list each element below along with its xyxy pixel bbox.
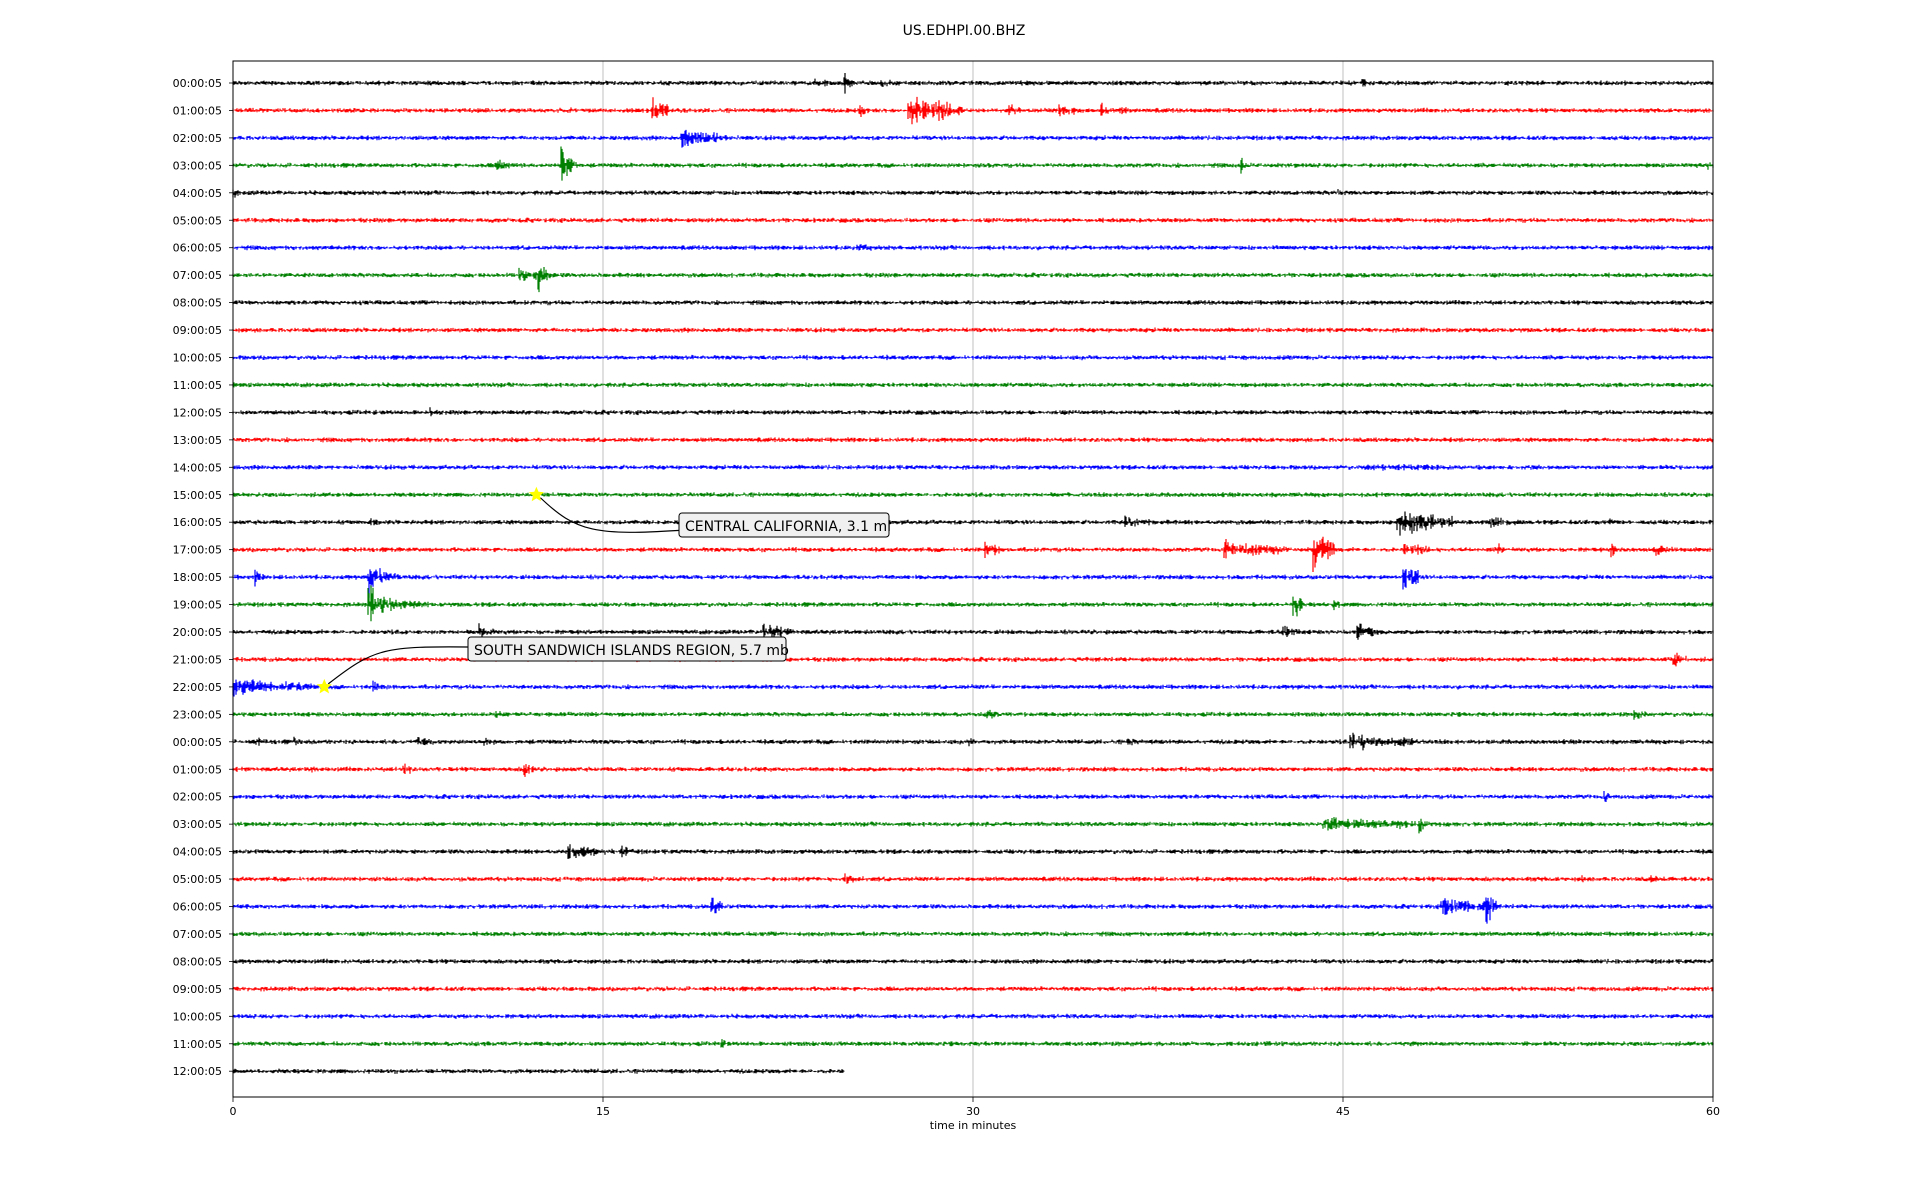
row-time-label: 03:00:05 xyxy=(173,818,222,831)
row-time-label: 05:00:05 xyxy=(173,214,222,227)
row-time-label: 17:00:05 xyxy=(173,544,222,557)
event-star-marker xyxy=(316,678,332,694)
row-time-label: 14:00:05 xyxy=(173,461,222,474)
row-time-label: 06:00:05 xyxy=(173,901,222,914)
x-tick-label: 45 xyxy=(1336,1105,1350,1118)
row-time-label: 08:00:05 xyxy=(173,297,222,310)
row-time-label: 06:00:05 xyxy=(173,242,222,255)
row-time-label: 21:00:05 xyxy=(173,653,222,666)
row-time-label: 11:00:05 xyxy=(173,1038,222,1051)
grid-lines xyxy=(602,61,1344,1097)
row-time-label: 12:00:05 xyxy=(173,1065,222,1078)
row-time-label: 22:00:05 xyxy=(173,681,222,694)
row-time-label: 07:00:05 xyxy=(173,928,222,941)
x-tick-label: 15 xyxy=(596,1105,610,1118)
row-time-label: 16:00:05 xyxy=(173,516,222,529)
row-time-label: 09:00:05 xyxy=(173,324,222,337)
row-time-label: 10:00:05 xyxy=(173,1010,222,1023)
row-time-label: 03:00:05 xyxy=(173,159,222,172)
event-label: SOUTH SANDWICH ISLANDS REGION, 5.7 mb xyxy=(474,643,789,659)
x-tick-label: 30 xyxy=(966,1105,980,1118)
row-time-label: 10:00:05 xyxy=(173,352,222,365)
row-time-label: 11:00:05 xyxy=(173,379,222,392)
event-star-marker xyxy=(528,486,544,502)
row-time-label: 19:00:05 xyxy=(173,599,222,612)
row-time-label: 12:00:05 xyxy=(173,406,222,419)
row-time-label: 13:00:05 xyxy=(173,434,222,447)
event-connector xyxy=(327,646,475,685)
event-connector xyxy=(539,497,686,533)
row-time-label: 23:00:05 xyxy=(173,708,222,721)
row-time-label: 20:00:05 xyxy=(173,626,222,639)
row-time-label: 18:00:05 xyxy=(173,571,222,584)
row-time-label: 05:00:05 xyxy=(173,873,222,886)
x-tick-label: 60 xyxy=(1706,1105,1720,1118)
row-time-label: 09:00:05 xyxy=(173,983,222,996)
trace-row xyxy=(232,1068,845,1074)
event-label: CENTRAL CALIFORNIA, 3.1 ml xyxy=(685,519,891,535)
row-time-labels: 00:00:05 01:00:05 02:00:05 03:00:05 04:00:05… xyxy=(173,77,233,1078)
x-axis-label: time in minutes xyxy=(930,1119,1017,1132)
row-time-label: 00:00:05 xyxy=(173,736,222,749)
row-time-label: 04:00:05 xyxy=(173,846,222,859)
event-annotations: CENTRAL CALIFORNIA, 3.1 ml SOUTH SANDWICH… xyxy=(316,486,891,694)
row-time-label: 08:00:05 xyxy=(173,955,222,968)
row-time-label: 04:00:05 xyxy=(173,187,222,200)
row-time-label: 01:00:05 xyxy=(173,104,222,117)
row-time-label: 02:00:05 xyxy=(173,791,222,804)
row-time-label: 00:00:05 xyxy=(173,77,222,90)
row-time-label: 15:00:05 xyxy=(173,489,222,502)
event-label-box xyxy=(467,636,787,662)
x-tick-label: 0 xyxy=(230,1105,237,1118)
row-time-label: 02:00:05 xyxy=(173,132,222,145)
event-label-box xyxy=(678,512,890,538)
row-time-label: 07:00:05 xyxy=(173,269,222,282)
chart-title: US.EDHPI.00.BHZ xyxy=(903,23,1026,39)
x-axis-ticks: 0 15 30 45 60 xyxy=(230,1097,1720,1118)
row-time-label: 01:00:05 xyxy=(173,763,222,776)
